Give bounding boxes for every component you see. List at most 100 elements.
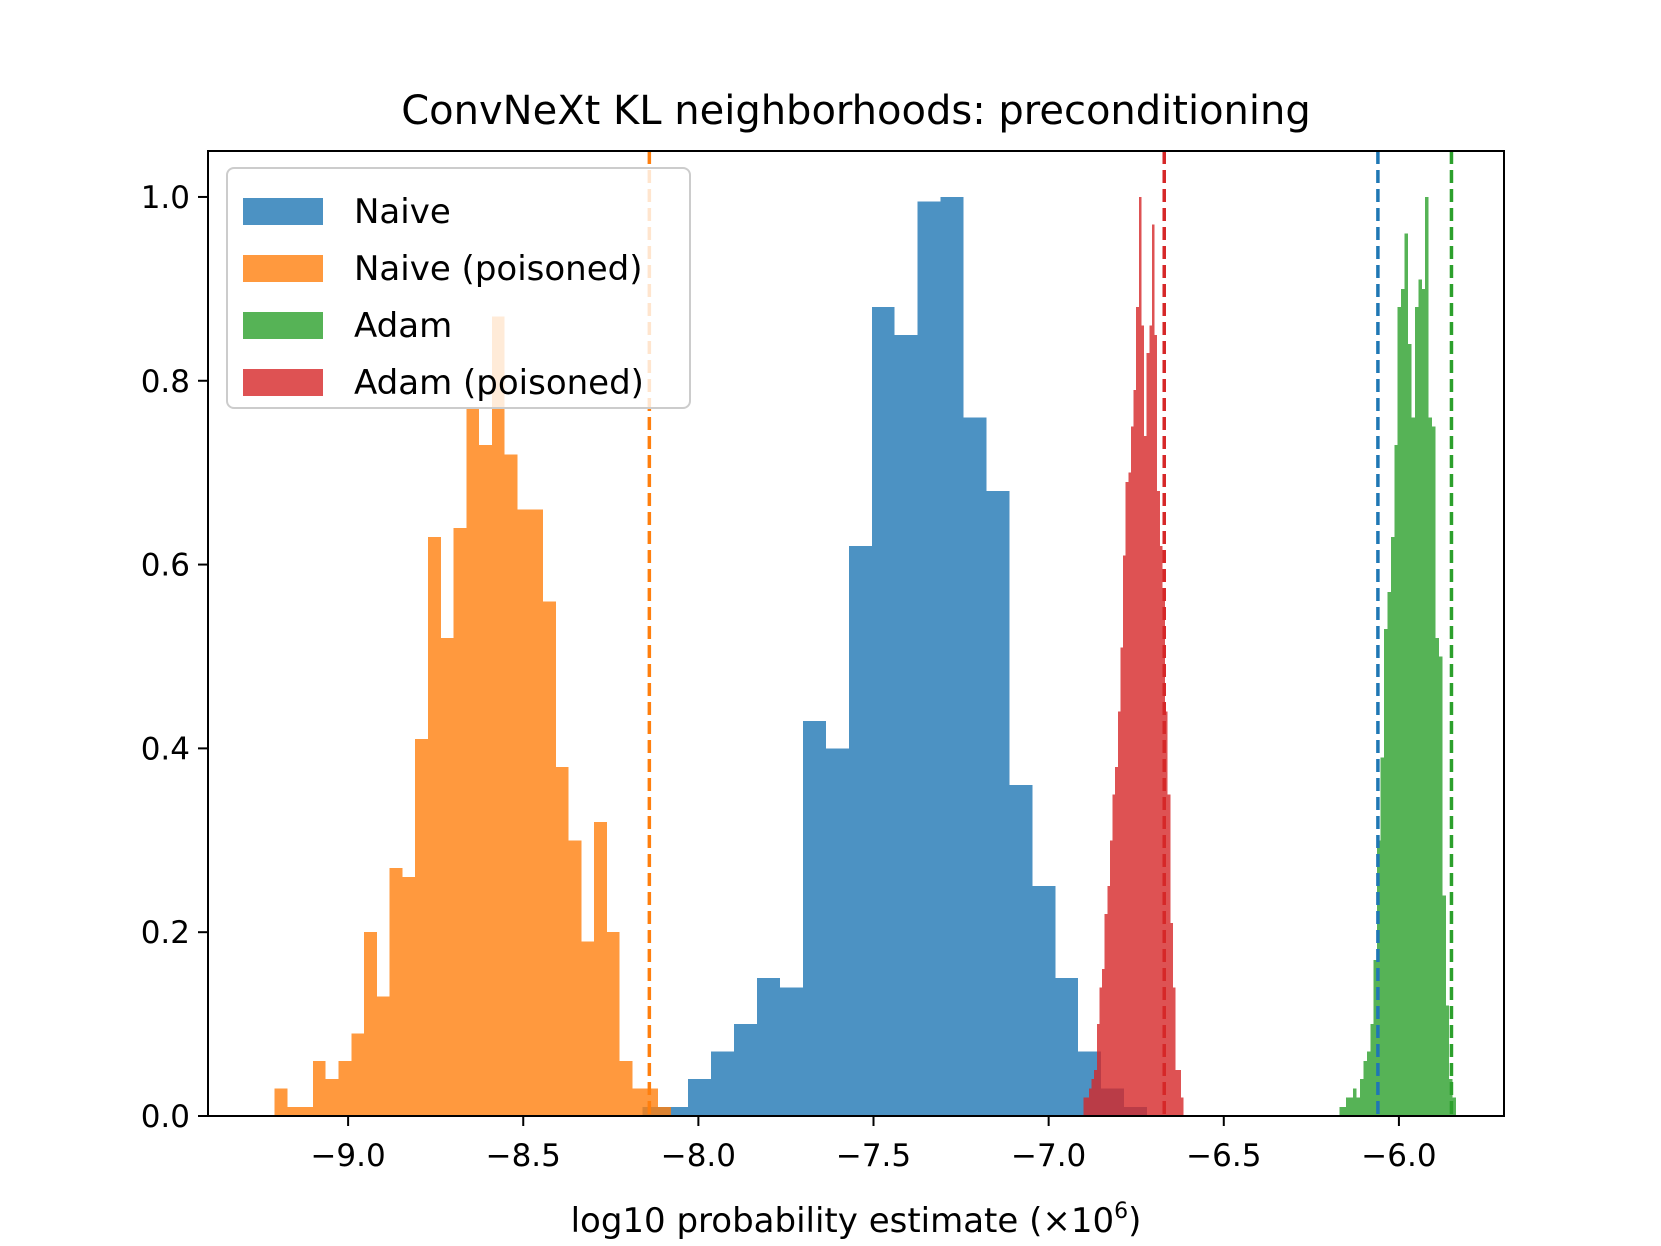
bar-adam-7 <box>1363 1060 1367 1116</box>
x-tick-label: −6.5 <box>1186 1138 1261 1174</box>
x-tick-label: −8.0 <box>661 1138 736 1174</box>
bar-naive-poisoned-1 <box>287 1106 301 1116</box>
bar-naive-10 <box>871 307 895 1116</box>
chart-title: ConvNeXt KL neighborhoods: preconditioni… <box>401 88 1311 134</box>
x-axis-label-suffix: ) <box>1128 1201 1141 1241</box>
legend-swatch-naive-poisoned <box>243 255 323 282</box>
bar-adam-23 <box>1418 279 1422 1116</box>
series-naive-poisoned <box>274 316 671 1116</box>
bar-adam-29 <box>1438 656 1443 1116</box>
bar-naive-poisoned-0 <box>274 1088 288 1116</box>
bar-naive-poisoned-13 <box>440 638 454 1116</box>
bar-naive-poisoned-29 <box>645 1088 659 1116</box>
x-tick-label: −9.0 <box>310 1138 385 1174</box>
bar-naive-poisoned-6 <box>351 1033 365 1116</box>
bar-adam-poisoned-25 <box>1149 325 1152 1116</box>
bar-adam-2 <box>1346 1097 1350 1116</box>
bar-naive-9 <box>848 546 872 1116</box>
bar-naive-poisoned-21 <box>543 601 556 1116</box>
bar-adam-poisoned-17 <box>1128 472 1131 1116</box>
bar-naive-poisoned-23 <box>568 840 582 1116</box>
bar-naive-poisoned-18 <box>504 454 518 1116</box>
bar-adam-10 <box>1373 959 1378 1116</box>
bar-adam-14 <box>1387 592 1391 1116</box>
bar-naive-poisoned-26 <box>606 932 620 1116</box>
bar-naive-15 <box>986 491 1010 1116</box>
bar-naive-poisoned-9 <box>389 867 403 1116</box>
bar-adam-18 <box>1401 288 1405 1116</box>
bar-adam-poisoned-12 <box>1115 766 1118 1116</box>
bar-adam-6 <box>1359 1079 1364 1116</box>
legend-label-adam-poisoned: Adam (poisoned) <box>354 363 644 403</box>
bar-naive-18 <box>1055 978 1079 1116</box>
bar-adam-5 <box>1356 1097 1360 1116</box>
bar-adam-17 <box>1397 307 1402 1116</box>
bar-naive-poisoned-3 <box>312 1060 326 1116</box>
bar-naive-poisoned-17 <box>491 316 505 1116</box>
legend-label-naive: Naive <box>354 192 451 232</box>
legend-swatch-adam-poisoned <box>243 369 323 396</box>
bar-adam-poisoned-14 <box>1120 647 1124 1116</box>
bar-naive-poisoned-28 <box>632 1088 646 1116</box>
bar-adam-poisoned-3 <box>1091 1079 1095 1116</box>
bar-naive-2 <box>688 1079 712 1116</box>
bar-adam-poisoned-29 <box>1159 546 1163 1116</box>
bar-naive-1 <box>665 1106 689 1116</box>
bar-adam-28 <box>1435 638 1439 1116</box>
series-adam <box>1339 196 1457 1116</box>
bar-adam-poisoned-13 <box>1117 711 1121 1116</box>
bar-naive-8 <box>825 748 849 1116</box>
bar-naive-poisoned-24 <box>581 941 595 1116</box>
bar-adam-poisoned-21 <box>1138 196 1142 1116</box>
bar-naive-poisoned-5 <box>338 1060 352 1116</box>
legend-label-adam: Adam <box>354 306 452 346</box>
legend-swatch-naive <box>243 198 323 225</box>
bar-naive-poisoned-20 <box>530 509 544 1116</box>
bar-adam-0 <box>1339 1106 1343 1116</box>
bar-adam-24 <box>1421 288 1426 1116</box>
legend-swatch-adam <box>243 312 323 339</box>
bar-adam-poisoned-4 <box>1094 1070 1097 1116</box>
bar-naive-poisoned-15 <box>466 408 480 1116</box>
bar-naive-poisoned-2 <box>300 1106 313 1116</box>
y-tick-label: 0.4 <box>141 731 190 767</box>
bar-naive-poisoned-25 <box>594 821 607 1116</box>
y-tick-label: 0.0 <box>141 1099 190 1135</box>
bar-naive-14 <box>963 417 987 1116</box>
bar-naive-7 <box>802 720 826 1116</box>
bar-adam-poisoned-36 <box>1178 1070 1181 1116</box>
bar-adam-22 <box>1414 307 1419 1116</box>
bar-naive-5 <box>757 978 780 1116</box>
bar-adam-12 <box>1380 757 1384 1116</box>
series-naive <box>642 196 1148 1116</box>
bar-naive-poisoned-11 <box>415 739 428 1116</box>
bar-naive-17 <box>1032 886 1056 1116</box>
bar-adam-poisoned-24 <box>1146 353 1150 1116</box>
x-tick-label: −6.0 <box>1361 1138 1436 1174</box>
bar-naive-6 <box>779 987 803 1116</box>
bar-adam-poisoned-19 <box>1133 389 1137 1116</box>
bar-adam-poisoned-23 <box>1144 435 1147 1116</box>
bar-adam-poisoned-6 <box>1099 987 1103 1116</box>
bar-adam-poisoned-9 <box>1107 886 1110 1116</box>
bar-adam-poisoned-10 <box>1109 840 1113 1116</box>
bar-adam-poisoned-8 <box>1104 913 1108 1116</box>
bar-adam-poisoned-31 <box>1165 711 1168 1116</box>
bar-adam-1 <box>1342 1106 1347 1116</box>
bar-naive-poisoned-7 <box>364 932 377 1116</box>
bar-adam-27 <box>1432 426 1436 1116</box>
bar-naive-12 <box>917 201 941 1116</box>
legend-frame <box>226 167 691 409</box>
bar-adam-poisoned-7 <box>1102 968 1105 1116</box>
bar-naive-poisoned-12 <box>427 537 441 1116</box>
bar-naive-poisoned-19 <box>517 509 531 1116</box>
bar-adam-33 <box>1452 1097 1457 1116</box>
bar-naive-poisoned-22 <box>555 766 569 1116</box>
x-axis-label-prefix: log10 probability estimate (×10 <box>571 1201 1115 1241</box>
y-tick-label: 0.6 <box>141 548 190 584</box>
bar-adam-25 <box>1425 196 1429 1116</box>
bar-naive-poisoned-4 <box>325 1079 339 1116</box>
bar-adam-poisoned-22 <box>1141 325 1145 1116</box>
bar-naive-poisoned-27 <box>619 1060 633 1116</box>
